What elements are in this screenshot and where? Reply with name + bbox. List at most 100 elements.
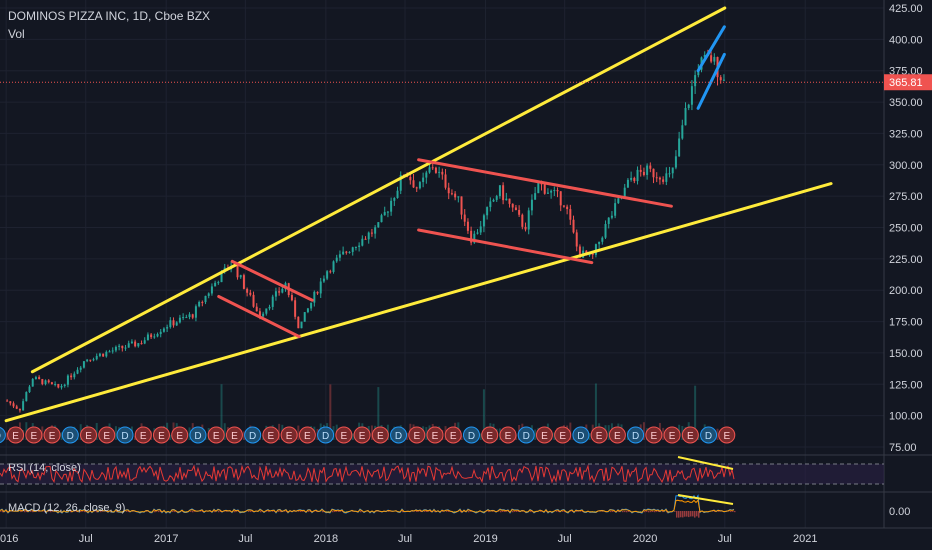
candle-body bbox=[124, 347, 127, 349]
candle-body bbox=[249, 292, 252, 295]
y-tick-label: 225.00 bbox=[889, 254, 923, 266]
candle-body bbox=[86, 359, 89, 362]
candle-body bbox=[562, 205, 565, 207]
candle-body bbox=[188, 314, 191, 318]
candle-body bbox=[70, 375, 73, 378]
macd-histogram-bar bbox=[638, 511, 640, 513]
candle-body bbox=[476, 232, 479, 234]
trendline bbox=[696, 52, 726, 110]
macd-histogram-bar bbox=[42, 511, 44, 512]
candle-body bbox=[575, 232, 578, 247]
macd-histogram-bar bbox=[442, 511, 444, 512]
macd-histogram-bar bbox=[628, 511, 630, 512]
marker-label: E bbox=[213, 431, 220, 442]
macd-histogram-bar bbox=[454, 511, 456, 513]
marker-label: E bbox=[596, 431, 603, 442]
volume-bar bbox=[377, 387, 380, 440]
dividend-marker bbox=[517, 426, 535, 444]
candle-body bbox=[518, 209, 521, 215]
macd-histogram-bar bbox=[158, 511, 160, 513]
macd-histogram-bar bbox=[648, 511, 650, 513]
candle-body bbox=[198, 301, 201, 307]
candle-body bbox=[370, 232, 373, 234]
candle-body bbox=[444, 174, 447, 188]
candle-body bbox=[322, 278, 325, 282]
candle-body bbox=[207, 293, 210, 296]
macd-histogram-bar bbox=[226, 511, 228, 512]
x-tick-label: Jul bbox=[398, 533, 412, 545]
marker-label: E bbox=[432, 431, 439, 442]
macd-histogram-bar bbox=[684, 511, 686, 517]
marker-label: E bbox=[49, 431, 56, 442]
candle-body bbox=[361, 238, 364, 246]
candle-body bbox=[521, 214, 524, 227]
macd-histogram-bar bbox=[624, 511, 626, 513]
y-tick-label: 425.00 bbox=[889, 3, 923, 15]
candle-body bbox=[470, 230, 473, 243]
candle-body bbox=[201, 301, 204, 303]
candle-body bbox=[12, 403, 15, 407]
macd-histogram-bar bbox=[580, 511, 582, 512]
candle-body bbox=[655, 177, 658, 179]
candle-body bbox=[338, 254, 341, 258]
candle-body bbox=[348, 251, 351, 253]
candle-body bbox=[719, 77, 722, 81]
macd-histogram-bar bbox=[600, 511, 602, 512]
macd-histogram-bar bbox=[664, 511, 666, 512]
macd-histogram-bar bbox=[38, 511, 40, 512]
candle-body bbox=[694, 75, 697, 87]
macd-histogram-bar bbox=[458, 511, 460, 512]
macd-histogram-bar bbox=[202, 511, 204, 513]
earnings-marker bbox=[353, 426, 371, 444]
macd-histogram-bar bbox=[602, 511, 604, 512]
earnings-marker bbox=[590, 426, 608, 444]
candle-body bbox=[678, 138, 681, 157]
candle-body bbox=[358, 245, 361, 247]
candle-body bbox=[50, 382, 53, 385]
earnings-marker bbox=[280, 426, 298, 444]
candle-body bbox=[537, 181, 540, 194]
macd-histogram-bar bbox=[48, 511, 50, 512]
y-tick-label: 175.00 bbox=[889, 317, 923, 329]
candle-body bbox=[697, 69, 700, 76]
macd-histogram-bar bbox=[126, 511, 128, 512]
earnings-marker bbox=[481, 426, 499, 444]
macd-histogram-bar bbox=[426, 511, 428, 513]
rsi-line bbox=[0, 464, 735, 484]
last-price-label: 365.81 bbox=[889, 77, 923, 89]
candle-body bbox=[28, 386, 31, 393]
macd-histogram-bar bbox=[424, 511, 426, 512]
candle-body bbox=[399, 174, 402, 191]
candle-body bbox=[105, 351, 108, 357]
candle-body bbox=[351, 247, 354, 252]
macd-histogram-bar bbox=[610, 511, 612, 513]
volume-bar bbox=[534, 429, 537, 440]
candle-body bbox=[143, 340, 146, 344]
candle-body bbox=[604, 223, 607, 238]
volume-bar bbox=[594, 383, 597, 440]
earnings-marker bbox=[80, 426, 98, 444]
candle-body bbox=[271, 296, 274, 307]
macd-histogram-bar bbox=[564, 511, 566, 513]
macd-histogram-bar bbox=[80, 511, 82, 513]
candle-body bbox=[342, 251, 345, 255]
candle-body bbox=[610, 215, 613, 218]
candle-body bbox=[422, 177, 425, 183]
candle-body bbox=[319, 281, 322, 294]
macd-histogram-bar bbox=[676, 511, 678, 518]
volume-bar bbox=[460, 435, 463, 440]
volume-bar bbox=[588, 433, 591, 440]
macd-histogram-bar bbox=[712, 511, 714, 512]
macd-histogram-bar bbox=[678, 511, 680, 518]
dividend-marker bbox=[317, 426, 335, 444]
candle-body bbox=[9, 401, 12, 404]
candle-body bbox=[559, 191, 562, 206]
macd-histogram-bar bbox=[734, 511, 736, 513]
macd-divergence-line bbox=[677, 494, 734, 505]
macd-histogram-bar bbox=[332, 511, 334, 513]
macd-histogram-bar bbox=[272, 511, 274, 512]
dividend-marker bbox=[627, 426, 645, 444]
volume-bar bbox=[351, 433, 354, 440]
macd-histogram-bar bbox=[280, 511, 282, 513]
